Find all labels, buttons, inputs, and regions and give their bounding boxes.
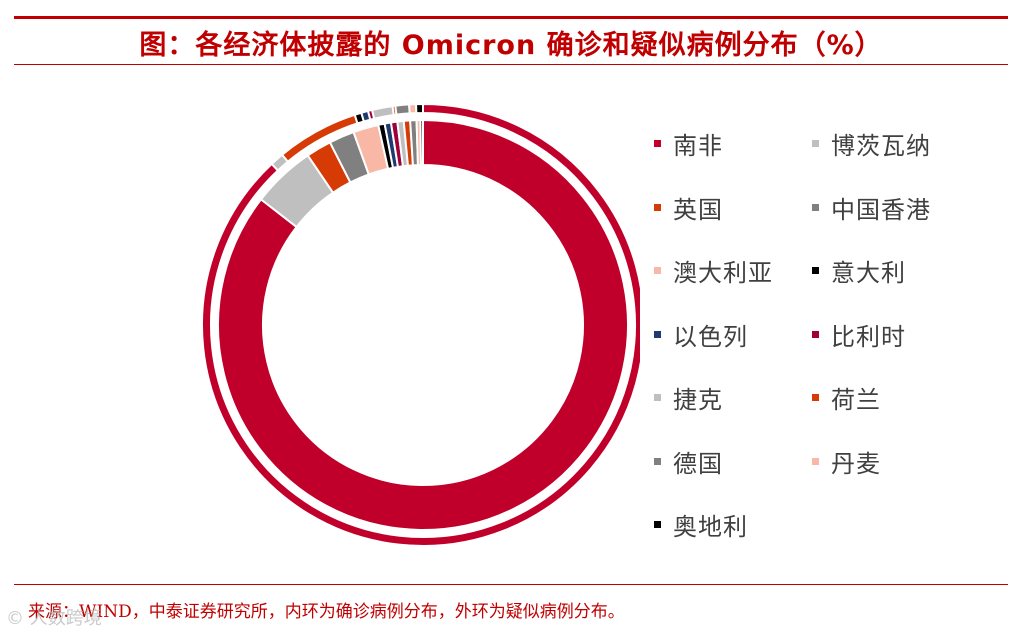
legend-label: 中国香港 <box>831 195 931 224</box>
legend-label: 以色列 <box>673 322 748 351</box>
legend-swatch <box>654 457 661 465</box>
bottom-rule <box>14 584 1008 585</box>
legend-swatch <box>654 330 661 338</box>
legend-label: 意大利 <box>831 259 906 288</box>
inner-ring-slice-奥地利 <box>419 118 424 167</box>
outer-ring-slice-南非 <box>201 102 640 547</box>
outer-ring-slice-奥地利 <box>415 102 424 115</box>
legend: 南非 博茨瓦纳英国 中国香港澳大利亚 意大利以色列 比利时捷克 荷兰德国 丹麦奥地利 <box>654 112 1014 557</box>
legend-swatch <box>654 140 661 148</box>
legend-swatch <box>654 521 661 529</box>
top-rule <box>14 16 1008 19</box>
legend-swatch <box>812 330 819 338</box>
legend-item: 丹麦 <box>812 430 1002 494</box>
chart-title: 图：各经济体披露的 Omicron 确诊和疑似病例分布（%） <box>139 30 883 61</box>
legend-label: 丹麦 <box>831 449 881 478</box>
legend-item: 德国 <box>654 430 812 494</box>
legend-label: 荷兰 <box>831 386 881 415</box>
legend-item: 意大利 <box>812 239 1002 303</box>
watermark-text: © 人数跨境 <box>6 608 102 629</box>
legend-swatch <box>654 203 661 211</box>
legend-item: 比利时 <box>812 303 1002 367</box>
legend-label: 澳大利亚 <box>673 259 773 288</box>
legend-swatch <box>812 203 819 211</box>
legend-label: 英国 <box>673 195 723 224</box>
legend-label: 比利时 <box>831 322 906 351</box>
legend-label: 博茨瓦纳 <box>831 132 931 161</box>
outer-ring-slice-捷克 <box>370 104 395 120</box>
legend-label: 南非 <box>673 132 723 161</box>
legend-item: 英国 <box>654 176 812 240</box>
legend-item: 南非 <box>654 112 812 176</box>
legend-label: 捷克 <box>673 386 723 415</box>
legend-swatch <box>812 457 819 465</box>
donut-chart <box>201 102 640 547</box>
legend-item: 中国香港 <box>812 176 1002 240</box>
legend-swatch <box>812 394 819 402</box>
title-underline <box>14 64 1008 65</box>
legend-item: 以色列 <box>654 303 812 367</box>
legend-swatch <box>654 394 661 402</box>
legend-label: 奥地利 <box>673 513 748 542</box>
legend-swatch <box>812 267 819 275</box>
legend-item: 荷兰 <box>812 366 1002 430</box>
legend-label: 德国 <box>673 449 723 478</box>
legend-swatch <box>812 140 819 148</box>
legend-item: 博茨瓦纳 <box>812 112 1002 176</box>
legend-swatch <box>654 267 661 275</box>
outer-ring-slice-德国 <box>394 103 411 116</box>
donut-slices <box>201 102 640 547</box>
legend-item: 澳大利亚 <box>654 239 812 303</box>
legend-item: 捷克 <box>654 366 812 430</box>
legend-item: 奥地利 <box>654 493 812 557</box>
inner-ring-slice-南非 <box>217 118 629 531</box>
source-note: 来源：WIND，中泰证券研究所，内环为确诊病例分布，外环为疑似病例分布。 <box>28 602 625 622</box>
